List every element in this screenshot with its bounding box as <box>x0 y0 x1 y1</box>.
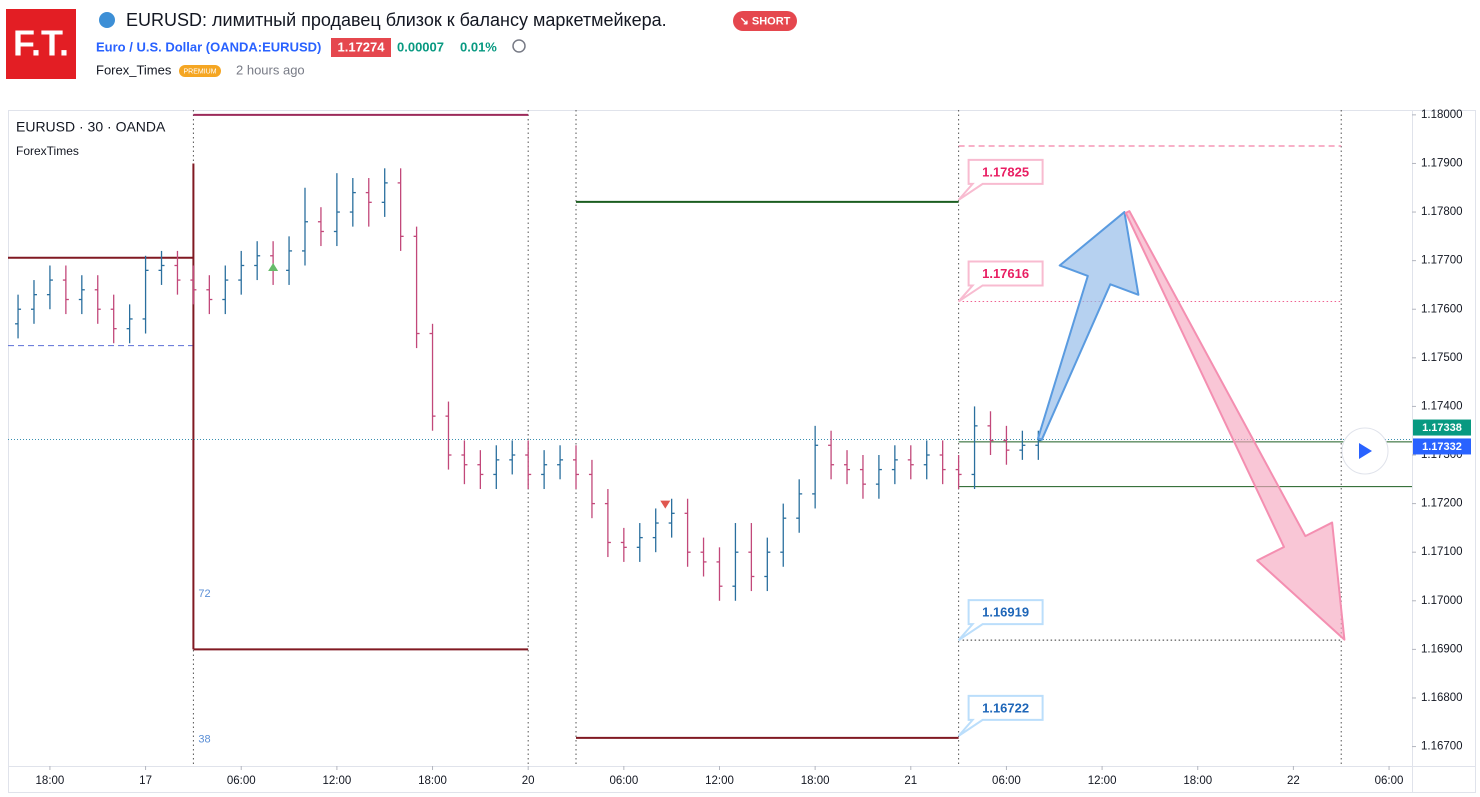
x-tick-label: 12:00 <box>322 775 351 787</box>
y-tick-label: 1.16800 <box>1421 692 1463 704</box>
globe-icon <box>99 12 115 28</box>
forecast-arrow <box>1124 210 1346 641</box>
x-tick-label: 18:00 <box>418 775 447 787</box>
change-pct: 0.01% <box>460 39 497 54</box>
callout-box <box>957 260 1044 303</box>
fib-label: 38 <box>198 734 210 746</box>
logo[interactable] <box>6 9 76 79</box>
callout-label: 1.16722 <box>982 700 1029 715</box>
price-badge <box>331 38 391 57</box>
idea-title: EURUSD: лимитный продавец близок к балан… <box>126 10 667 30</box>
logo-text: F.T. <box>13 23 69 64</box>
plot: 1.18000 1.17900 1.17800 1.17700 1.17600 1.175… <box>8 109 1463 787</box>
x-tick-label: 18:00 <box>1183 775 1212 787</box>
signal-marker <box>268 262 279 271</box>
y-tick-label: 1.17200 <box>1421 498 1463 510</box>
callout-label: 1.16919 <box>982 605 1029 620</box>
fib-label: 72 <box>198 588 210 600</box>
x-tick-label: 06:00 <box>227 775 256 787</box>
premium-text: PREMIUM <box>183 68 216 75</box>
legend-bg <box>9 114 179 164</box>
callout-box <box>957 158 1044 201</box>
y-tick-label: 1.17000 <box>1421 595 1463 607</box>
y-tick-label: 1.16700 <box>1421 741 1463 753</box>
y-tick-label: 1.17500 <box>1421 352 1463 364</box>
y-tick-label: 1.17900 <box>1421 157 1463 169</box>
x-tick-label: 22 <box>1287 775 1300 787</box>
legend-indicator: ForexTimes <box>16 144 79 158</box>
callout-box <box>957 694 1044 737</box>
y-tick-label: 1.16900 <box>1421 643 1463 655</box>
y-tick-label: 1.18000 <box>1421 109 1463 121</box>
x-tick-label: 21 <box>904 775 917 787</box>
x-tick-label: 06:00 <box>609 775 638 787</box>
y-tick-label: 1.17100 <box>1421 546 1463 558</box>
short-badge <box>733 11 797 31</box>
symbol-link[interactable]: Euro / U.S. Dollar (OANDA:EURUSD) <box>96 39 321 54</box>
x-tick-label: 18:00 <box>36 775 65 787</box>
x-tick-label: 12:00 <box>1088 775 1117 787</box>
chart-frame <box>8 110 1476 793</box>
alert-icon[interactable] <box>512 39 526 53</box>
y-tick-label: 1.17700 <box>1421 255 1463 267</box>
callout-label: 1.17825 <box>982 164 1029 179</box>
price: 1.17274 <box>338 39 386 54</box>
price-badge <box>1413 419 1471 436</box>
signal-marker <box>660 500 671 509</box>
x-tick-label: 06:00 <box>1375 775 1404 787</box>
x-tick-label: 20 <box>522 775 535 787</box>
y-tick-label: 1.17400 <box>1421 400 1463 412</box>
callout-label: 1.17616 <box>982 266 1029 281</box>
callout-box <box>957 599 1044 641</box>
x-tick-label: 06:00 <box>992 775 1021 787</box>
x-tick-label: 17 <box>139 775 152 787</box>
time-ago: 2 hours ago <box>236 62 305 77</box>
y-tick-label: 1.17600 <box>1421 303 1463 315</box>
price-badge <box>1413 438 1471 455</box>
forecast-arrow <box>1037 211 1140 441</box>
play-icon <box>1359 443 1372 459</box>
price-badge-label: 1.17332 <box>1422 441 1462 453</box>
legend-symbol: EURUSD · 30 · OANDA <box>16 119 166 135</box>
y-tick-label: 1.17800 <box>1421 206 1463 218</box>
author[interactable]: Forex_Times <box>96 62 172 77</box>
x-tick-label: 18:00 <box>801 775 830 787</box>
change: 0.00007 <box>397 39 444 54</box>
x-tick-label: 12:00 <box>705 775 734 787</box>
premium-badge <box>179 65 221 77</box>
short-badge-text: ↘ SHORT <box>740 15 791 27</box>
price-badge-label: 1.17338 <box>1422 422 1462 434</box>
